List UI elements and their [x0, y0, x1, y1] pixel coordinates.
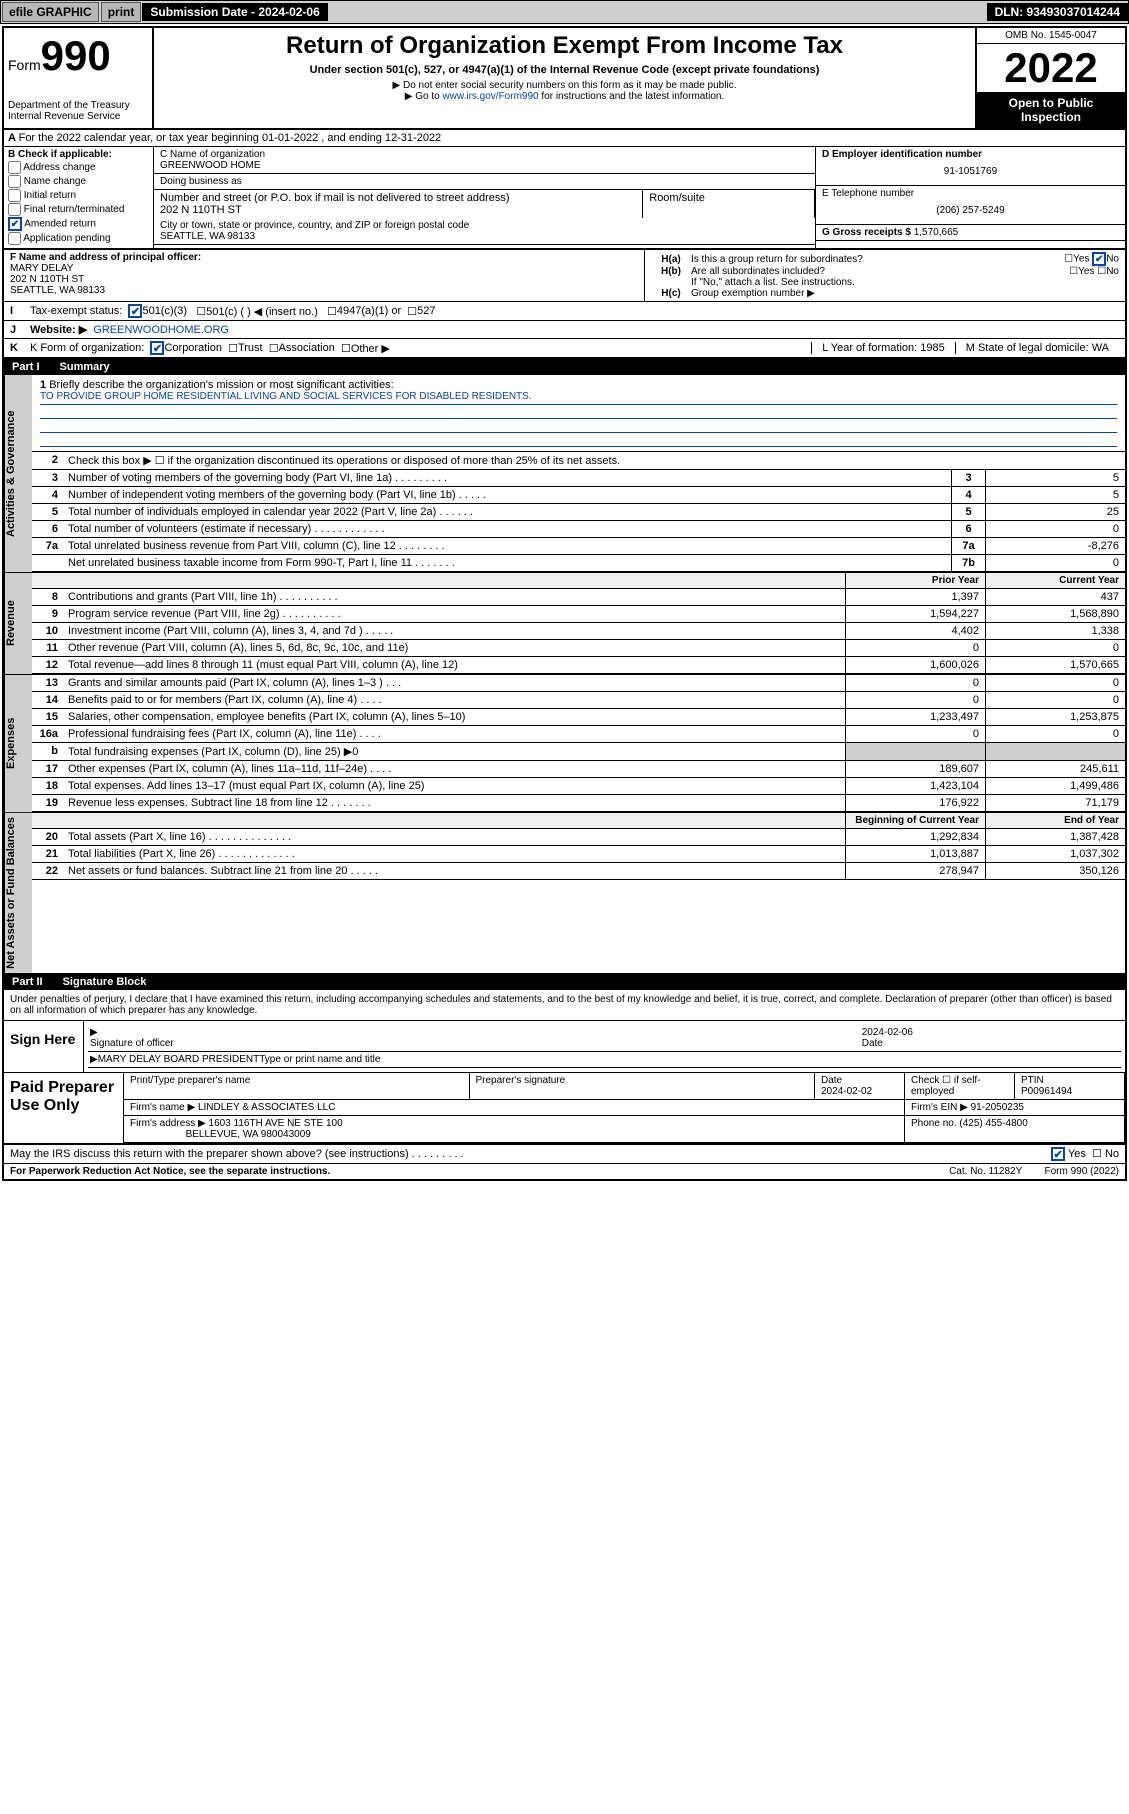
table-row: 9Program service revenue (Part VIII, lin…	[32, 606, 1125, 623]
table-row: 11Other revenue (Part VIII, column (A), …	[32, 640, 1125, 657]
org-name: GREENWOOD HOME	[160, 160, 261, 171]
table-row: 19Revenue less expenses. Subtract line 1…	[32, 795, 1125, 812]
table-row: 16aProfessional fundraising fees (Part I…	[32, 726, 1125, 743]
table-row: 22Net assets or fund balances. Subtract …	[32, 863, 1125, 880]
note-ssn: ▶ Do not enter social security numbers o…	[158, 80, 971, 91]
table-row: 10Investment income (Part VIII, column (…	[32, 623, 1125, 640]
submission-date: Submission Date - 2024-02-06	[142, 3, 327, 21]
omb-number: OMB No. 1545-0047	[977, 28, 1125, 44]
gov-line: Net unrelated business taxable income fr…	[32, 555, 1125, 572]
table-row: 8Contributions and grants (Part VIII, li…	[32, 589, 1125, 606]
row-a-period: A For the 2022 calendar year, or tax yea…	[4, 130, 1125, 147]
gov-line: 7aTotal unrelated business revenue from …	[32, 538, 1125, 555]
table-row: 14Benefits paid to or for members (Part …	[32, 692, 1125, 709]
tab-exp: Expenses	[4, 675, 32, 812]
chk-name-change[interactable]: Name change	[8, 175, 149, 188]
firm-name: LINDLEY & ASSOCIATES LLC	[198, 1102, 335, 1113]
org-city: SEATTLE, WA 98133	[160, 231, 255, 242]
row-i-status: ITax-exempt status: ✔ 501(c)(3) ☐ 501(c)…	[4, 302, 1125, 321]
top-toolbar: efile GRAPHIC print Submission Date - 20…	[0, 0, 1129, 24]
chk-amended-return[interactable]: ✔ Amended return	[8, 217, 149, 231]
table-row: bTotal fundraising expenses (Part IX, co…	[32, 743, 1125, 761]
form-title: Return of Organization Exempt From Incom…	[158, 32, 971, 60]
row-j-website: JWebsite: ▶ GREENWOODHOME.ORG	[4, 321, 1125, 339]
gov-line: 4Number of independent voting members of…	[32, 487, 1125, 504]
phone: (206) 257-5249	[828, 205, 1113, 216]
section-h: H(a)Is this a group return for subordina…	[645, 250, 1125, 301]
section-f: F Name and address of principal officer:…	[4, 250, 645, 301]
chk-app-pending[interactable]: Application pending	[8, 232, 149, 245]
irs-discuss-row: May the IRS discuss this return with the…	[4, 1145, 1125, 1164]
org-street: 202 N 110TH ST	[160, 204, 242, 216]
tab-gov: Activities & Governance	[4, 375, 32, 572]
form-number: Form990	[8, 32, 148, 80]
chk-initial-return[interactable]: Initial return	[8, 189, 149, 202]
ein: 91-1051769	[828, 166, 1113, 177]
form-subtitle: Under section 501(c), 527, or 4947(a)(1)…	[158, 64, 971, 76]
print-button[interactable]: print	[101, 2, 142, 22]
gov-line: 3Number of voting members of the governi…	[32, 470, 1125, 487]
footer: For Paperwork Reduction Act Notice, see …	[4, 1164, 1125, 1179]
chk-address-change[interactable]: Address change	[8, 161, 149, 174]
part2-header: Part IISignature Block	[4, 974, 1125, 990]
perjury-note: Under penalties of perjury, I declare th…	[4, 990, 1125, 1021]
section-b: B Check if applicable: Address change Na…	[4, 147, 154, 248]
tab-net: Net Assets or Fund Balances	[4, 813, 32, 973]
table-row: 20Total assets (Part X, line 16) . . . .…	[32, 829, 1125, 846]
gov-line: 5Total number of individuals employed in…	[32, 504, 1125, 521]
website-link[interactable]: GREENWOODHOME.ORG	[93, 324, 229, 336]
sign-here-label: Sign Here	[4, 1021, 84, 1072]
dln-label: DLN: 93493037014244	[987, 3, 1128, 21]
tax-year: 2022	[977, 44, 1125, 92]
gross-receipts: 1,570,665	[914, 227, 959, 238]
paid-preparer-label: Paid Preparer Use Only	[4, 1073, 124, 1143]
open-public-badge: Open to Public Inspection	[977, 92, 1125, 128]
dept-label: Department of the Treasury Internal Reve…	[8, 100, 148, 122]
table-row: 15Salaries, other compensation, employee…	[32, 709, 1125, 726]
irs-link[interactable]: www.irs.gov/Form990	[442, 91, 538, 102]
table-row: 13Grants and similar amounts paid (Part …	[32, 675, 1125, 692]
section-de: D Employer identification number91-10517…	[815, 147, 1125, 248]
efile-button[interactable]: efile GRAPHIC	[2, 2, 99, 22]
note-link: ▶ Go to www.irs.gov/Form990 for instruct…	[158, 91, 971, 102]
table-row: 12Total revenue—add lines 8 through 11 (…	[32, 657, 1125, 674]
mission-text: TO PROVIDE GROUP HOME RESIDENTIAL LIVING…	[40, 391, 1117, 405]
part1-header: Part ISummary	[4, 359, 1125, 375]
officer-name: MARY DELAY BOARD PRESIDENT	[98, 1054, 260, 1065]
table-row: 18Total expenses. Add lines 13–17 (must …	[32, 778, 1125, 795]
tab-rev: Revenue	[4, 573, 32, 674]
gov-line: 6Total number of volunteers (estimate if…	[32, 521, 1125, 538]
table-row: 17Other expenses (Part IX, column (A), l…	[32, 761, 1125, 778]
section-c: C Name of organizationGREENWOOD HOME Doi…	[154, 147, 815, 248]
sig-date: 2024-02-06	[862, 1027, 913, 1038]
form-990: Form990 Department of the Treasury Inter…	[2, 26, 1127, 1181]
ptin: P00961494	[1021, 1086, 1072, 1097]
table-row: 21Total liabilities (Part X, line 26) . …	[32, 846, 1125, 863]
chk-final-return[interactable]: Final return/terminated	[8, 203, 149, 216]
